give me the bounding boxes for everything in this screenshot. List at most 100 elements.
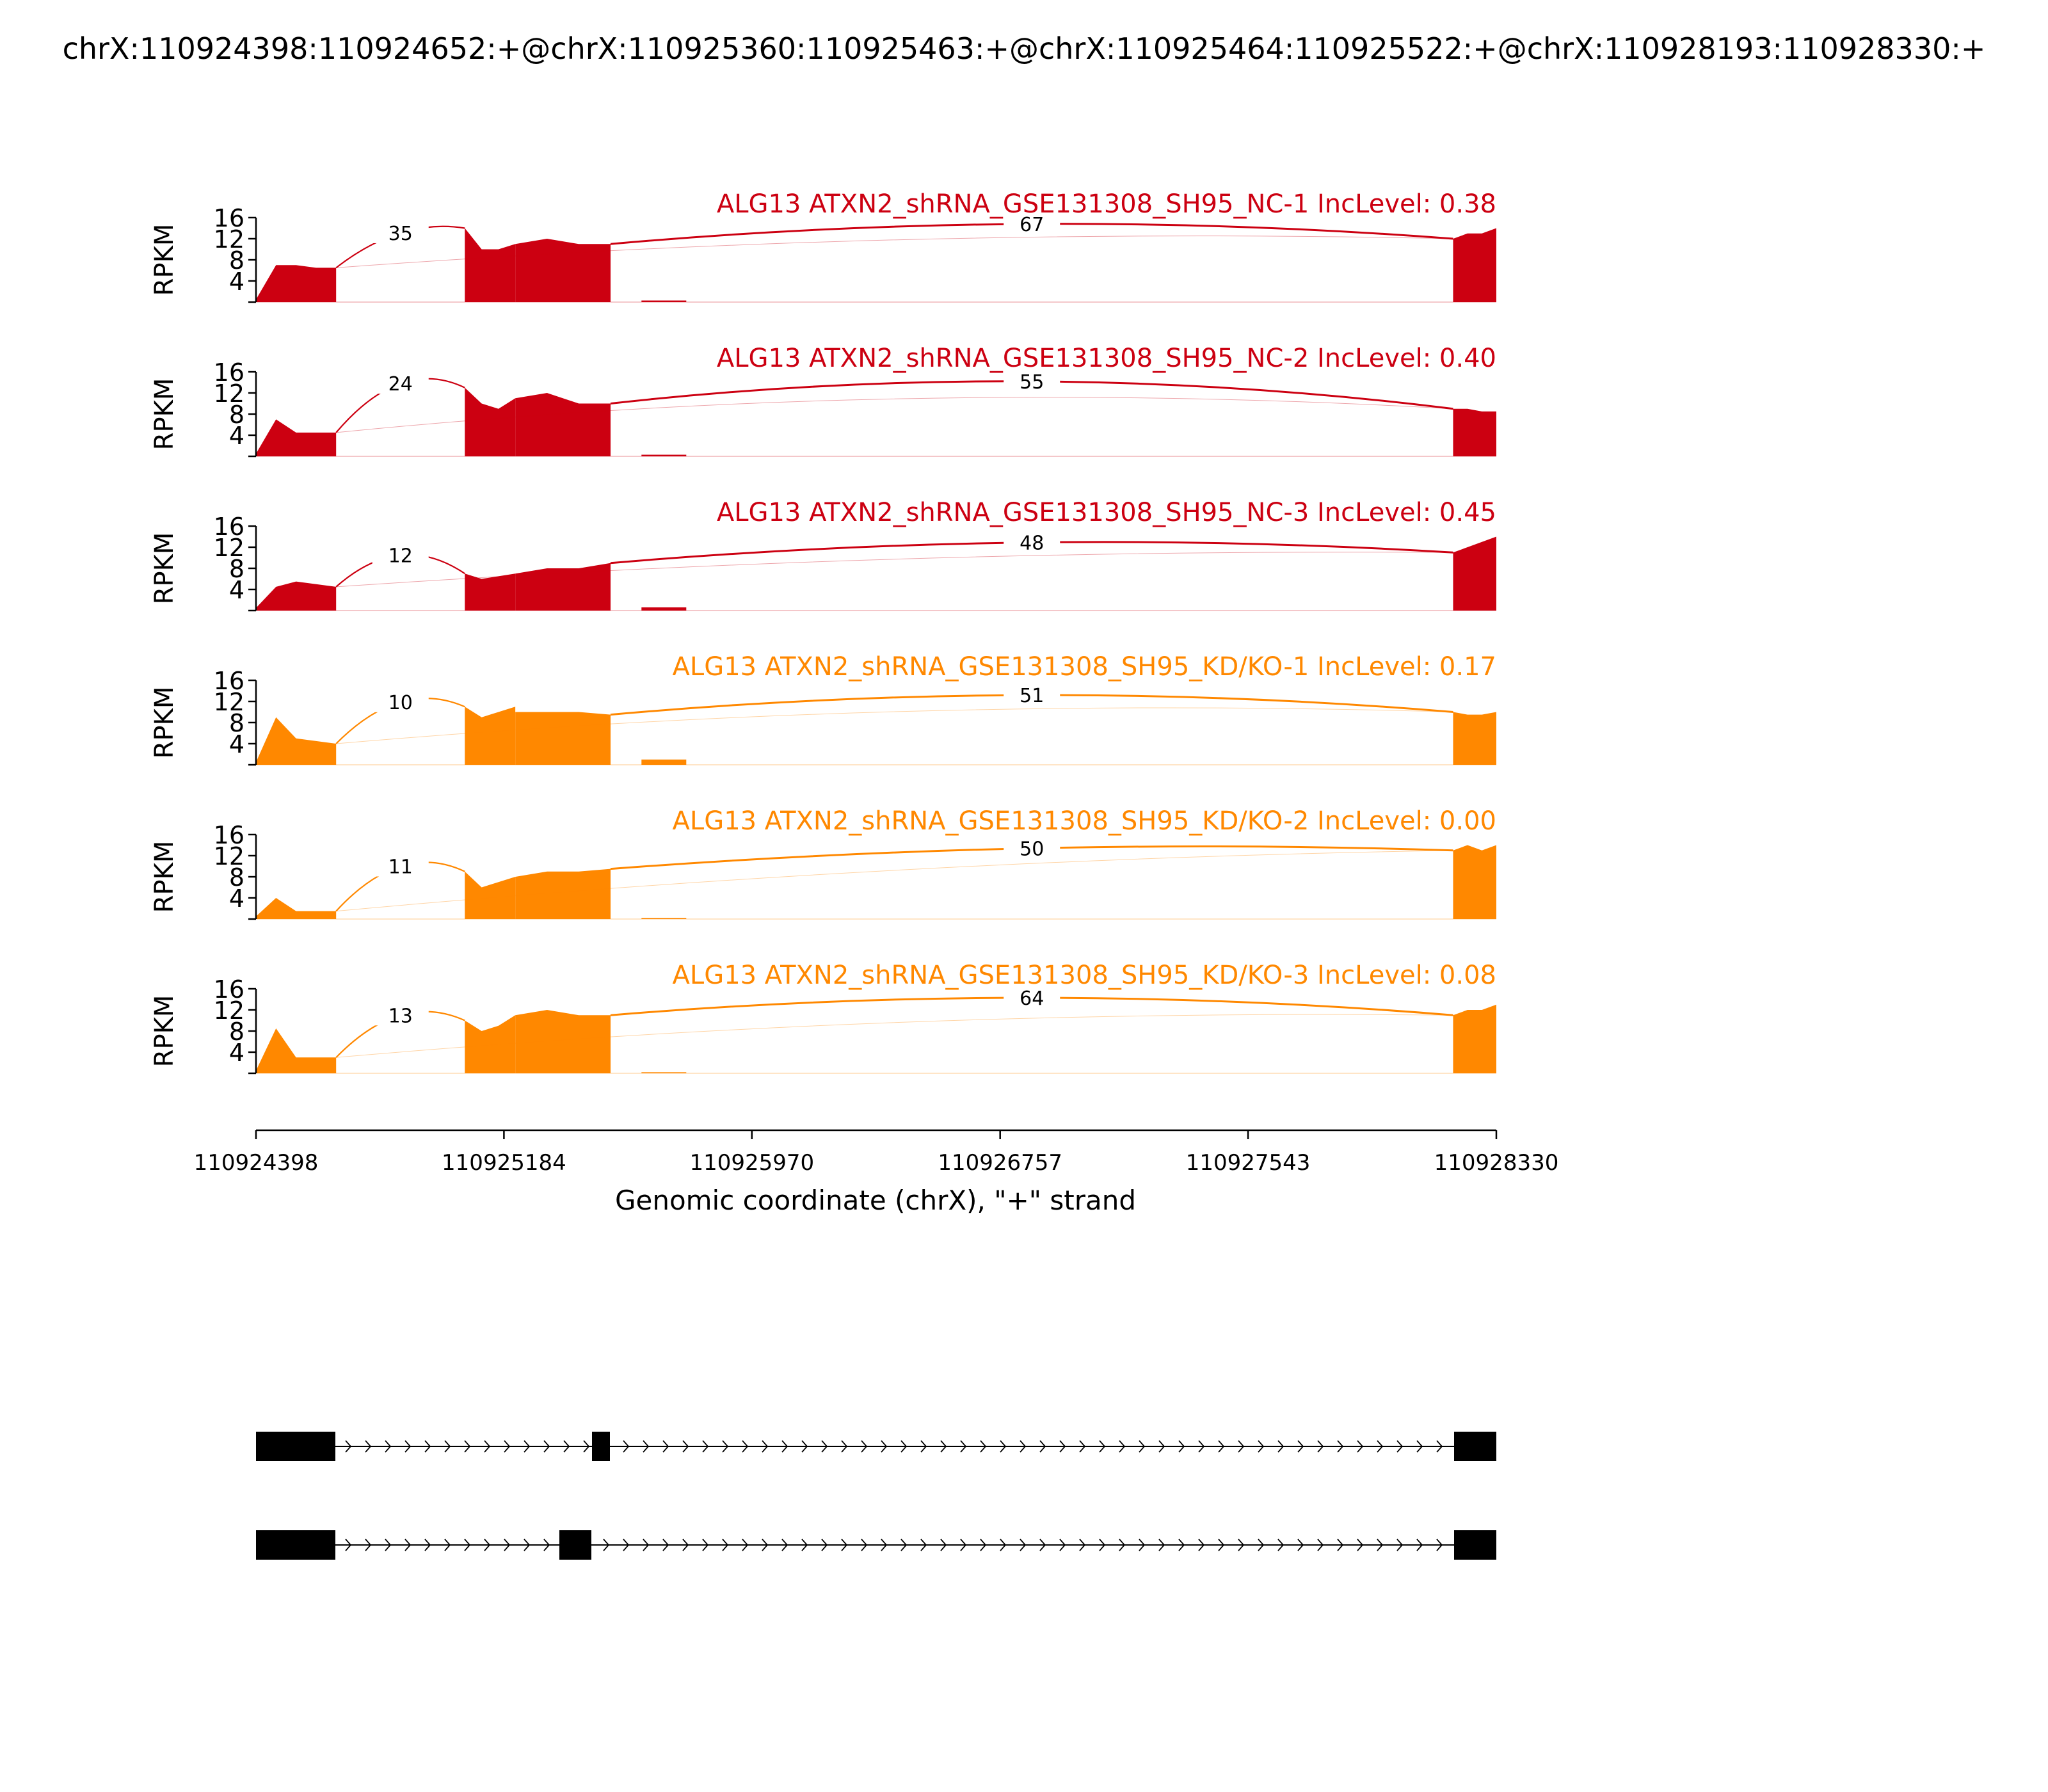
strand-arrow <box>742 1539 749 1551</box>
junction-label-bg <box>372 691 429 712</box>
strand-arrow <box>563 1440 570 1453</box>
strand-arrow <box>623 1539 630 1551</box>
strand-arrow <box>702 1539 709 1551</box>
y-tick-label: 16 <box>214 513 244 541</box>
strand-arrow <box>801 1440 808 1453</box>
strand-arrow <box>861 1440 868 1453</box>
x-axis: 110924398 110925184 110925970 110926757 1109… <box>194 1129 1559 1176</box>
strand-arrow <box>1059 1539 1066 1551</box>
strand-arrow <box>1436 1539 1443 1551</box>
strand-arrow <box>424 1539 431 1551</box>
strand-arrow <box>841 1539 848 1551</box>
strand-arrow <box>404 1440 412 1453</box>
coverage-exon1 <box>256 419 337 456</box>
coverage-exon1 <box>256 1028 337 1073</box>
strand-arrow <box>762 1440 769 1453</box>
junction-count-label: 50 <box>1020 838 1044 860</box>
sample-label: ALG13 ATXN2_shRNA_GSE131308_SH95_NC-1 In… <box>717 189 1496 219</box>
x-tick-label: 110924398 <box>194 1150 319 1176</box>
strand-arrow <box>504 1539 511 1551</box>
y-tick-label: 12 <box>214 996 244 1025</box>
y-axis-label: RPKM <box>150 841 179 913</box>
y-tick-label: 4 <box>229 1039 244 1067</box>
coverage-exon2a <box>465 707 516 765</box>
strand-arrow <box>1396 1539 1404 1551</box>
strand-arrow <box>1079 1539 1086 1551</box>
coverage-exon1 <box>256 581 337 611</box>
skip-junction-arc <box>336 552 1453 588</box>
strand-arrow <box>1079 1440 1086 1453</box>
y-tick-label: 4 <box>229 884 244 913</box>
isoform-exon <box>559 1530 591 1560</box>
y-tick-label: 8 <box>229 863 244 892</box>
junction-count-label: 51 <box>1020 685 1044 707</box>
strand-arrow <box>980 1539 987 1551</box>
coverage-intron-blip <box>641 1072 687 1073</box>
y-tick-label: 8 <box>229 401 244 429</box>
strand-arrow <box>980 1440 987 1453</box>
strand-arrow <box>682 1440 689 1453</box>
strand-arrow <box>662 1539 669 1551</box>
y-tick-label: 12 <box>214 688 244 716</box>
coverage-intron-blip <box>641 454 687 456</box>
x-tick-label: 110927543 <box>1186 1150 1311 1176</box>
strand-arrow <box>1317 1440 1324 1453</box>
strand-arrow <box>1059 1440 1066 1453</box>
junction-label-bg <box>1004 838 1060 859</box>
strand-arrow <box>900 1440 908 1453</box>
strand-arrow <box>1218 1440 1225 1453</box>
y-tick-label: 12 <box>214 225 244 253</box>
strand-arrow <box>385 1539 392 1551</box>
strand-arrow <box>1396 1440 1404 1453</box>
strand-arrow <box>1198 1539 1205 1551</box>
y-tick-label: 12 <box>214 534 244 562</box>
junction-count-label: 67 <box>1020 214 1044 236</box>
strand-arrow <box>1337 1440 1344 1453</box>
coverage-exon4 <box>1453 408 1496 456</box>
strand-arrow <box>1158 1440 1165 1453</box>
coverage-intron-blip <box>641 300 687 302</box>
y-tick-label: 8 <box>229 246 244 275</box>
strand-arrow <box>643 1539 650 1551</box>
strand-arrow <box>881 1440 888 1453</box>
sample-label: ALG13 ATXN2_shRNA_GSE131308_SH95_NC-2 In… <box>717 344 1496 373</box>
strand-arrow <box>1416 1440 1423 1453</box>
y-axis-label: RPKM <box>150 995 179 1068</box>
strand-arrow <box>603 1539 610 1551</box>
strand-arrow <box>1119 1440 1126 1453</box>
junction-count-label: 24 <box>388 373 413 396</box>
strand-arrow <box>1377 1539 1384 1551</box>
strand-arrow <box>1039 1440 1046 1453</box>
strand-arrow <box>662 1440 669 1453</box>
strand-arrow <box>781 1539 788 1551</box>
strand-arrow <box>920 1440 927 1453</box>
strand-arrow <box>1277 1440 1284 1453</box>
x-tick-label: 110925970 <box>689 1150 814 1176</box>
strand-arrow <box>484 1440 491 1453</box>
sample-label: ALG13 ATXN2_shRNA_GSE131308_SH95_NC-3 In… <box>717 498 1496 527</box>
y-axis-label: RPKM <box>150 378 179 451</box>
strand-arrow <box>1258 1440 1265 1453</box>
junction-count-label: 10 <box>388 692 413 714</box>
strand-arrow <box>1416 1539 1423 1551</box>
strand-arrow <box>524 1440 531 1453</box>
isoform-exon <box>592 1432 610 1461</box>
strand-arrow <box>801 1539 808 1551</box>
strand-arrow <box>1139 1539 1146 1551</box>
strand-arrow <box>1099 1440 1106 1453</box>
coverage-exon4 <box>1453 845 1496 919</box>
strand-arrow <box>1198 1440 1205 1453</box>
isoform-row <box>256 1530 1496 1560</box>
y-tick-label: 4 <box>229 730 244 758</box>
x-tick-label: 110928330 <box>1434 1150 1559 1176</box>
strand-arrow <box>940 1440 947 1453</box>
x-tick-label: 110926757 <box>938 1150 1062 1176</box>
strand-arrow <box>484 1539 491 1551</box>
strand-arrow <box>543 1440 550 1453</box>
